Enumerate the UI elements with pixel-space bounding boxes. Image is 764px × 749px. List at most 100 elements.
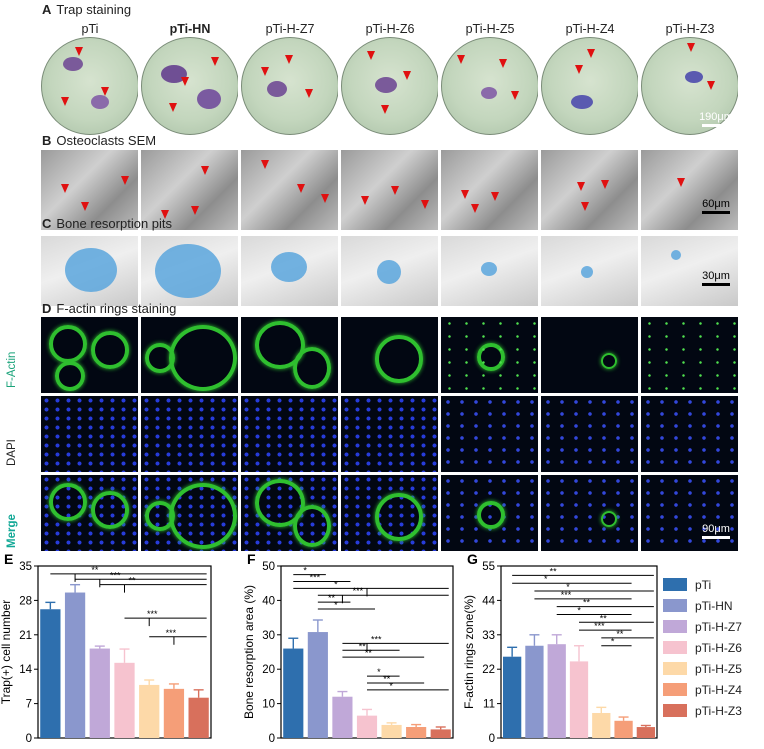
bar — [332, 696, 353, 738]
bar — [525, 645, 544, 738]
col-label: pTi — [81, 22, 99, 36]
factin-image — [641, 317, 738, 393]
dapi-image — [541, 396, 638, 472]
trap-image — [441, 37, 538, 135]
legend-item: pTi-H-Z5 — [663, 658, 742, 679]
significance-label: ** — [129, 576, 137, 586]
significance-label: * — [334, 600, 338, 610]
row-label-factin: F-Actin — [6, 351, 18, 388]
y-tick-label: 11 — [483, 699, 495, 711]
y-tick-label: 22 — [482, 664, 495, 676]
pit-image — [241, 236, 338, 306]
significance-label: *** — [310, 572, 321, 582]
trap-staining-row: 190μm — [41, 37, 738, 135]
merge-image: 90μm — [641, 475, 738, 551]
panel-a-title: A Trap staining — [42, 2, 132, 17]
panel-letter: F — [247, 551, 256, 567]
legend-label: pTi-H-Z3 — [695, 703, 742, 718]
significance-label: * — [303, 566, 307, 576]
factin-image — [441, 317, 538, 393]
significance-label: *** — [353, 586, 364, 596]
sem-image — [541, 150, 638, 230]
bar — [283, 648, 304, 738]
y-axis-label: Bone resorption area (%) — [242, 585, 256, 719]
y-tick-label: 21 — [19, 630, 32, 642]
y-tick-label: 20 — [262, 664, 275, 676]
scale-bar-c: 30μm — [697, 270, 735, 286]
dapi-image — [641, 396, 738, 472]
sem-image — [141, 150, 238, 230]
significance-label: *** — [561, 590, 572, 600]
legend-label: pTi-H-Z4 — [695, 682, 742, 697]
panel-b-title: B Osteoclasts SEM — [42, 133, 157, 148]
significance-label: * — [566, 582, 570, 592]
merge-row: 90μm — [41, 475, 738, 551]
dapi-image — [441, 396, 538, 472]
bar — [406, 726, 427, 738]
bar — [188, 697, 209, 738]
significance-label: * — [544, 574, 548, 584]
significance-label: ** — [600, 613, 608, 623]
y-tick-label: 30 — [262, 630, 275, 642]
bar — [163, 688, 185, 738]
y-tick-label: 28 — [19, 595, 32, 607]
sem-image — [341, 150, 438, 230]
scale-bar-b: 60μm — [697, 198, 735, 214]
y-tick-label: 35 — [19, 561, 32, 573]
legend-swatch — [663, 599, 687, 612]
significance-label: ** — [383, 674, 391, 684]
bar — [636, 727, 655, 738]
pit-image — [341, 236, 438, 306]
y-tick-label: 14 — [19, 664, 32, 676]
legend-label: pTi-HN — [695, 598, 733, 613]
significance-label: *** — [147, 609, 158, 619]
significance-label: * — [377, 667, 381, 677]
panel-c-title: C Bone resorption pits — [42, 216, 173, 231]
bar — [592, 712, 611, 738]
legend-label: pTi-H-Z6 — [695, 640, 742, 655]
bar — [40, 609, 61, 738]
significance-label: *** — [371, 634, 382, 644]
bar — [614, 720, 633, 738]
merge-image — [241, 475, 338, 551]
y-axis-label: F-actin rings zone(%) — [462, 595, 476, 709]
legend-item: pTi-H-Z6 — [663, 637, 742, 658]
dapi-row — [41, 396, 738, 472]
y-tick-label: 0 — [269, 733, 275, 745]
bar — [356, 715, 378, 738]
merge-image — [541, 475, 638, 551]
col-label: pTi-H-Z4 — [565, 22, 615, 36]
bar — [139, 684, 160, 738]
bar — [114, 662, 135, 738]
y-axis-label: Trap(+) cell number — [0, 600, 13, 705]
panel-letter: G — [467, 551, 478, 567]
legend-item: pTi-HN — [663, 595, 742, 616]
y-tick-label: 10 — [262, 699, 275, 711]
y-tick-label: 0 — [26, 733, 32, 745]
legend-item: pTi-H-Z3 — [663, 700, 742, 721]
pit-image — [441, 236, 538, 306]
plot-frame — [500, 565, 658, 739]
legend-swatch — [663, 662, 687, 675]
trap-image: 190μm — [641, 37, 738, 135]
bar — [89, 648, 110, 738]
bar — [430, 729, 451, 738]
legend-swatch — [663, 641, 687, 654]
col-label: pTi-H-Z3 — [665, 22, 715, 36]
significance-label: ** — [91, 565, 99, 575]
sem-image: 60μm — [641, 150, 738, 230]
significance-label: ** — [616, 629, 624, 639]
significance-label: *** — [594, 621, 605, 631]
trap-image — [141, 37, 238, 135]
significance-label: * — [577, 605, 581, 615]
bar — [503, 656, 522, 738]
y-tick-label: 0 — [489, 733, 495, 745]
factin-image — [341, 317, 438, 393]
significance-label: ** — [583, 598, 591, 608]
row-label-dapi: DAPI — [6, 439, 18, 466]
panel-d-title: D F-actin rings staining — [42, 301, 177, 316]
significance-label: * — [334, 579, 338, 589]
plot-frame — [280, 565, 454, 739]
significance-label: * — [611, 637, 615, 647]
col-label: pTi-HN — [169, 22, 211, 36]
